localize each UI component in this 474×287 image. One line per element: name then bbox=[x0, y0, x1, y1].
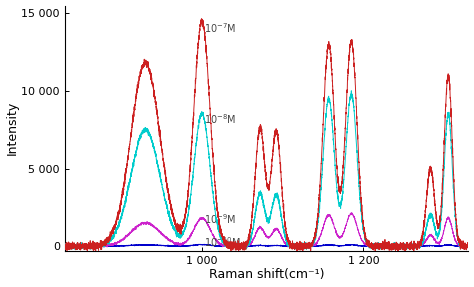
Text: $10^{-7}$M: $10^{-7}$M bbox=[204, 21, 237, 35]
Y-axis label: Intensity: Intensity bbox=[6, 101, 18, 155]
Text: $10^{-9}$M: $10^{-9}$M bbox=[204, 212, 237, 226]
Text: $10^{-8}$M: $10^{-8}$M bbox=[204, 113, 237, 127]
X-axis label: Raman shift(cm⁻¹): Raman shift(cm⁻¹) bbox=[209, 268, 324, 282]
Text: $10^{-10}$M: $10^{-10}$M bbox=[204, 235, 241, 249]
